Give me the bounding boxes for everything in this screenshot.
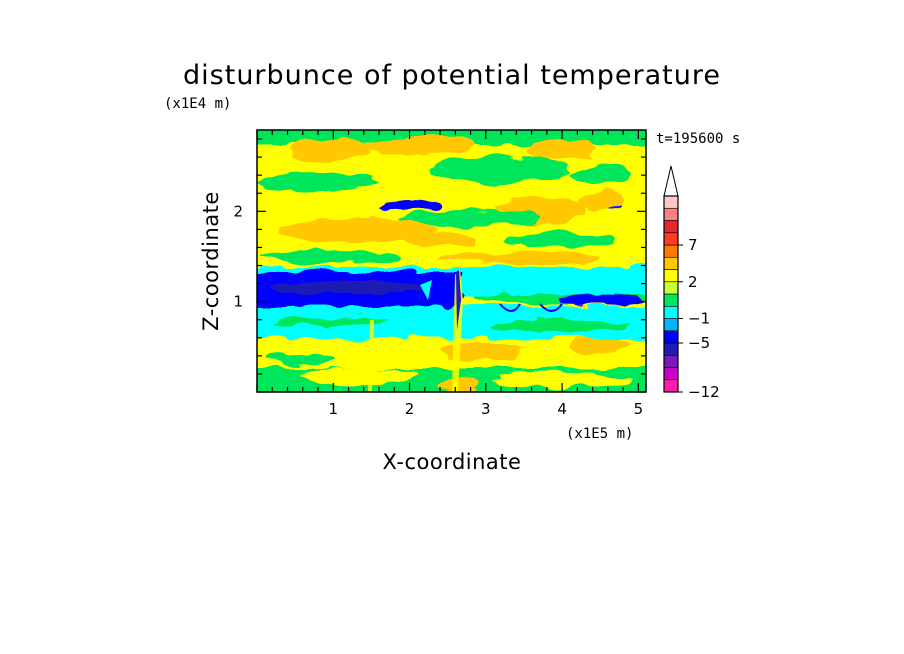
colorbar-segment bbox=[663, 269, 679, 283]
y-scale-label: (x1E4 m) bbox=[164, 96, 231, 112]
y-axis: 12 bbox=[233, 138, 646, 393]
colorbar-segment bbox=[663, 330, 679, 344]
y-tick-label: 2 bbox=[233, 202, 243, 220]
x-axis-label: X-coordinate bbox=[383, 450, 522, 474]
colorbar-tick-label: 7 bbox=[688, 236, 698, 254]
colorbar-tick-label: −1 bbox=[688, 310, 710, 328]
colorbar-tick-label: −12 bbox=[688, 383, 720, 401]
colorbar-tick-label: 2 bbox=[688, 273, 698, 291]
colorbar-segment bbox=[663, 318, 679, 332]
colorbar-segment bbox=[663, 293, 679, 307]
colorbar-segment bbox=[663, 379, 679, 393]
colorbar-segment bbox=[663, 354, 679, 368]
colorbar-segment bbox=[663, 220, 679, 234]
x-tick-label: 3 bbox=[481, 400, 491, 418]
colorbar-segment bbox=[663, 281, 679, 295]
colorbar-frame bbox=[663, 195, 679, 393]
x-tick-label: 1 bbox=[329, 400, 339, 418]
colorbar-segment bbox=[663, 244, 679, 258]
colorbar-segment bbox=[663, 195, 679, 209]
colorbar-segment bbox=[663, 367, 679, 381]
heatmap-field bbox=[257, 130, 646, 392]
colorbar-segment bbox=[663, 342, 679, 356]
plot-frame bbox=[256, 129, 647, 393]
time-label: t=195600 s bbox=[656, 131, 740, 147]
x-tick-label: 5 bbox=[634, 400, 644, 418]
chart-title: disturbunce of potential temperature bbox=[183, 60, 721, 91]
x-tick-label: 2 bbox=[405, 400, 415, 418]
x-tick-label: 4 bbox=[557, 400, 567, 418]
colorbar-segment bbox=[663, 256, 679, 270]
colorbar-segment bbox=[663, 305, 679, 319]
colorbar-segment bbox=[663, 232, 679, 246]
colorbar: −12−5−127 bbox=[663, 165, 720, 401]
colorbar-segment bbox=[663, 207, 679, 221]
colorbar-extend-arrow bbox=[663, 165, 679, 197]
y-tick-label: 1 bbox=[233, 293, 243, 311]
y-axis-label: Z-coordinate bbox=[199, 191, 223, 331]
colorbar-tick-label: −5 bbox=[688, 334, 710, 352]
x-axis: 1 2 3 4 5 bbox=[256, 130, 644, 418]
x-scale-label: (x1E5 m) bbox=[566, 426, 633, 442]
